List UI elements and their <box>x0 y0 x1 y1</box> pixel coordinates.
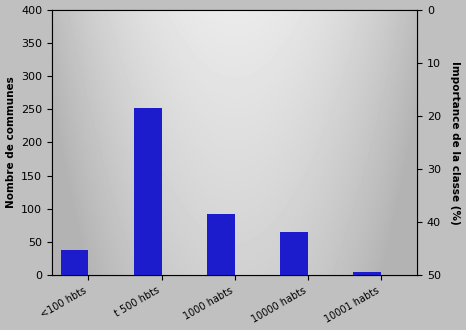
Y-axis label: Importance de la classe (%): Importance de la classe (%) <box>451 61 460 224</box>
Bar <box>353 272 381 276</box>
Bar <box>280 232 308 276</box>
Bar <box>162 10 189 100</box>
Bar <box>207 214 234 276</box>
Y-axis label: Nombre de communes: Nombre de communes <box>6 77 15 208</box>
Bar <box>134 108 162 276</box>
Bar <box>381 10 408 121</box>
Bar <box>61 250 89 276</box>
Bar <box>89 10 116 15</box>
Bar <box>234 10 262 116</box>
Bar <box>308 10 336 222</box>
